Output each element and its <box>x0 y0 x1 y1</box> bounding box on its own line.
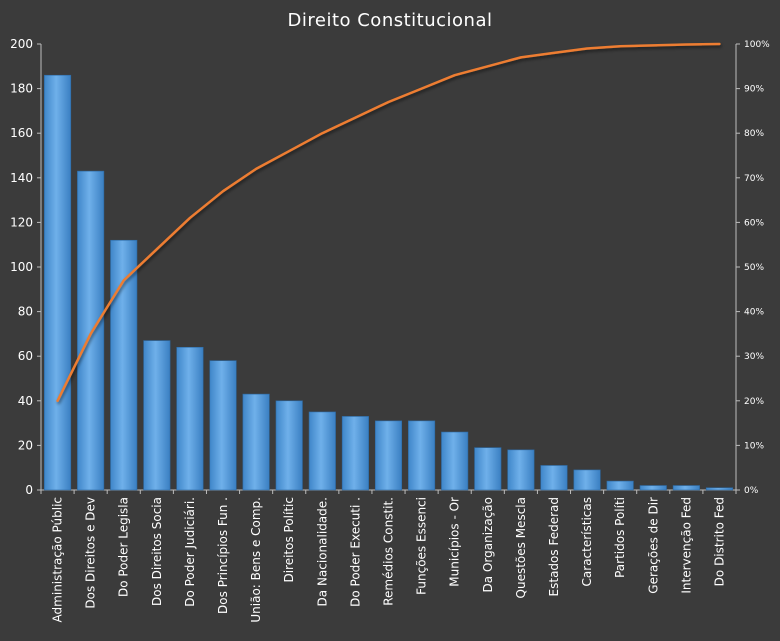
right-axis-tick-label: 90% <box>744 85 764 95</box>
right-axis-tick-label: 80% <box>744 129 764 139</box>
bar <box>110 239 138 491</box>
bar <box>341 416 369 491</box>
category-label: Do Poder Judiciári. <box>183 497 197 607</box>
bar <box>573 469 601 491</box>
bar <box>44 74 72 491</box>
bar <box>639 485 667 491</box>
right-axis-tick-label: 20% <box>744 397 764 407</box>
bars <box>44 74 733 491</box>
category-label: Administração Públic <box>51 497 65 622</box>
bar <box>242 393 270 491</box>
bar <box>77 170 105 491</box>
category-label: União: Bens e Comp. <box>249 497 263 623</box>
right-axis-tick-label: 30% <box>744 352 764 362</box>
right-axis-tick-label: 70% <box>744 174 764 184</box>
bar <box>705 487 733 491</box>
bar <box>209 360 237 491</box>
bar <box>308 411 336 491</box>
category-label: Características <box>580 497 594 586</box>
right-axis-tick-label: 100% <box>744 40 770 50</box>
left-axis-tick-label: 60 <box>18 349 33 363</box>
bar <box>275 400 303 491</box>
category-label: Municípios - Or <box>448 497 462 587</box>
category-label: Dos Direitos Socia <box>150 497 164 606</box>
category-label: Direitos Polític <box>282 497 296 583</box>
left-axis-tick-label: 120 <box>10 215 33 229</box>
right-axis-tick-label: 50% <box>744 263 764 273</box>
category-label: Da Organização <box>481 497 495 592</box>
category-label: Questões Mescla <box>514 497 528 598</box>
bar <box>408 420 436 491</box>
bar <box>540 465 568 491</box>
bar <box>441 431 469 491</box>
category-label: Intervenção Fed <box>679 497 693 594</box>
category-label: Do Poder Legisla <box>117 497 131 597</box>
category-label: Dos Princípios Fun . <box>216 497 230 614</box>
left-axis-tick-label: 140 <box>10 171 33 185</box>
right-axis-tick-label: 10% <box>744 441 764 451</box>
cumulative-line-group <box>56 42 721 403</box>
bar <box>176 346 204 491</box>
category-label: Dos Direitos e Dev <box>84 497 98 609</box>
bar <box>143 340 171 491</box>
category-label: Gerações de Dir <box>646 497 660 594</box>
left-axis-tick-label: 160 <box>10 126 33 140</box>
left-axis-tick-label: 100 <box>10 260 33 274</box>
category-label: Partidos Políti <box>613 497 627 578</box>
category-label: Do Poder Executi . <box>348 497 362 607</box>
right-axis-tick-label: 60% <box>744 218 764 228</box>
chart-title: Direito Constitucional <box>288 10 493 31</box>
bar <box>672 485 700 491</box>
category-label: Remédios Constit. <box>382 497 396 606</box>
category-label: Funções Essenci <box>415 497 429 595</box>
bar <box>507 449 535 491</box>
left-axis-tick-label: 40 <box>18 394 33 408</box>
category-label: Do Distrito Fed <box>712 497 726 586</box>
left-axis-tick-label: 80 <box>18 305 33 319</box>
left-axis-tick-label: 200 <box>10 37 33 51</box>
bar <box>374 420 403 491</box>
right-axis-tick-label: 40% <box>744 308 764 318</box>
category-labels: Administração Públic Dos Direitos e Dev Do… <box>51 497 727 623</box>
left-axis-tick-label: 180 <box>10 82 33 96</box>
category-label: Estados Federad <box>547 497 561 596</box>
right-axis-tick-label: 0% <box>744 486 759 496</box>
category-label: Da Nacionalidade. <box>315 497 329 606</box>
bar <box>474 447 502 491</box>
left-axis-tick-label: 20 <box>18 438 33 452</box>
left-axis-tick-label: 0 <box>25 483 33 497</box>
bar <box>606 480 634 491</box>
